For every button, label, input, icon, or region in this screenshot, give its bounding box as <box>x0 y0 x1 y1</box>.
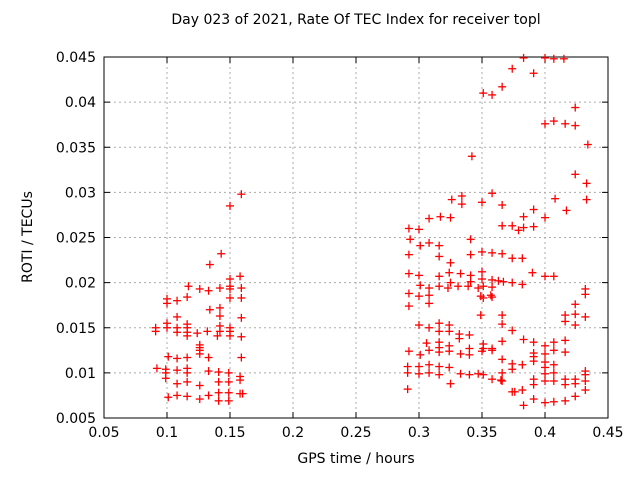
x-tick-label: 0.15 <box>214 425 245 441</box>
x-tick-label: 0.3 <box>408 425 430 441</box>
chart-title: Day 023 of 2021, Rate Of TEC Index for r… <box>171 12 541 28</box>
y-tick-label: 0.025 <box>56 231 96 247</box>
y-tick-label: 0.035 <box>56 140 96 156</box>
y-tick-label: 0.015 <box>56 321 96 337</box>
y-tick-label: 0.005 <box>56 411 96 427</box>
y-tick-label: 0.045 <box>56 50 96 66</box>
plot-border <box>103 56 609 419</box>
x-tick-label: 0.35 <box>466 425 497 441</box>
x-tick-label: 0.4 <box>534 425 556 441</box>
x-tick-label: 0.25 <box>340 425 371 441</box>
x-tick-label: 0.1 <box>156 425 178 441</box>
x-tick-label: 0.45 <box>592 425 623 441</box>
x-axis-label: GPS time / hours <box>297 451 415 467</box>
y-tick-label: 0.03 <box>65 185 96 201</box>
x-tick-label: 0.2 <box>282 425 304 441</box>
y-tick-label: 0.04 <box>65 95 96 111</box>
y-tick-label: 0.02 <box>65 276 96 292</box>
y-tick-label: 0.01 <box>65 366 96 382</box>
x-tick-label: 0.05 <box>88 425 119 441</box>
